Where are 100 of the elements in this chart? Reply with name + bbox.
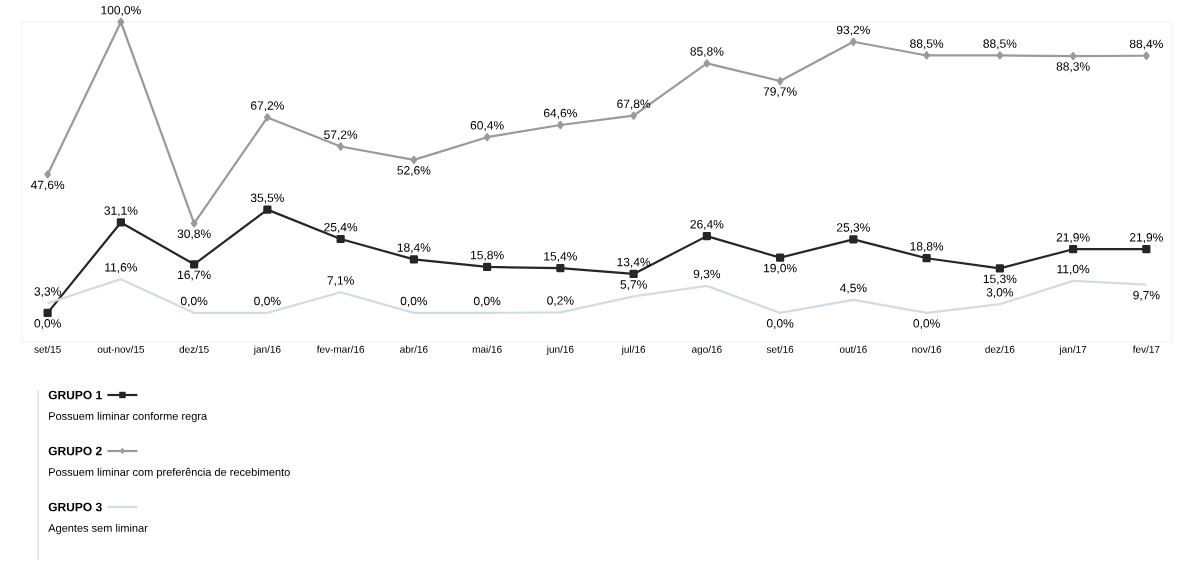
data-label: 11,0%: [1057, 264, 1090, 275]
data-label: 0,0%: [766, 319, 794, 330]
point: [630, 111, 637, 120]
point: [702, 232, 711, 241]
x-tick-label: dez/16: [985, 345, 1015, 353]
point: [336, 234, 345, 244]
data-label: 88,5%: [983, 39, 1017, 50]
data-label: 21,9%: [1056, 233, 1090, 243]
data-label: 30,8%: [177, 229, 211, 240]
x-tick-label: set/15: [34, 345, 61, 353]
point: [1069, 245, 1078, 254]
data-label: 0,0%: [400, 296, 428, 307]
data-label: 3,0%: [986, 288, 1014, 298]
data-label: 9,7%: [1133, 290, 1160, 301]
data-label: 21,9%: [1129, 233, 1163, 243]
data-label: 15,4%: [544, 252, 577, 262]
data-label: 67,2%: [250, 101, 284, 112]
data-label: 5,7%: [620, 280, 647, 291]
data-label: 93,2%: [836, 25, 870, 36]
point: [190, 260, 199, 269]
x-tick-label: out/16: [839, 345, 867, 353]
data-label: 19,0%: [764, 263, 797, 274]
x-tick-label: abr/16: [400, 345, 428, 353]
point: [116, 218, 125, 227]
point: [117, 17, 125, 27]
data-label: 60,4%: [470, 121, 504, 131]
data-label: 25,4%: [324, 222, 358, 233]
data-label: 100,0%: [101, 5, 141, 16]
point: [264, 113, 271, 122]
point: [1142, 245, 1151, 254]
data-label: 0,0%: [254, 296, 281, 307]
data-label: 88,4%: [1129, 39, 1163, 50]
point: [44, 170, 51, 179]
data-label: 25,3%: [836, 223, 870, 234]
point: [776, 76, 784, 86]
point: [556, 264, 565, 273]
text: Possuem liminar conforme regra: [49, 411, 208, 423]
x-tick-label: nov/16: [912, 345, 942, 353]
data-label: 35,5%: [250, 193, 284, 204]
data-label: 4,5%: [839, 283, 867, 294]
point: [483, 262, 492, 272]
x-tick-label: ago/16: [691, 345, 722, 355]
text: Agentes sem liminar: [48, 523, 148, 535]
data-label: 88,3%: [1056, 62, 1090, 73]
data-label: 67,8%: [617, 99, 651, 110]
x-tick-label: jul/16: [621, 345, 646, 355]
point: [995, 264, 1004, 273]
data-label: 26,4%: [690, 220, 724, 230]
point: [337, 142, 344, 151]
point: [776, 253, 785, 262]
point: [922, 254, 931, 263]
point: [263, 205, 272, 214]
point: [190, 219, 198, 228]
x-tick-label: mai/16: [472, 345, 502, 353]
data-label: 18,4%: [397, 243, 431, 254]
point: [483, 133, 491, 142]
data-label: 0,0%: [473, 296, 501, 307]
point: [996, 51, 1004, 60]
x-tick-label: jan/17: [1059, 345, 1087, 355]
data-label: 88,5%: [910, 39, 944, 50]
data-label: 7,1%: [327, 276, 354, 287]
legend-label: GRUPO 3: [48, 502, 102, 512]
point: [849, 235, 858, 244]
data-label: 31,1%: [104, 206, 138, 217]
x-tick-label: dez/15: [179, 345, 209, 353]
data-label: 11,6%: [105, 263, 138, 273]
data-label: 0,2%: [547, 296, 574, 307]
legend-label: GRUPO 2: [48, 446, 102, 456]
data-label: 64,6%: [543, 108, 577, 119]
x-tick-label: jan/16: [253, 345, 281, 355]
point: [43, 308, 52, 318]
point: [1143, 51, 1150, 60]
point: [409, 255, 418, 264]
point: [1069, 51, 1077, 61]
data-label: 3,3%: [34, 287, 61, 298]
data-label: 79,7%: [763, 87, 797, 98]
point: [703, 59, 711, 68]
data-label: 0,0%: [913, 319, 940, 330]
x-tick-label: set/16: [766, 345, 794, 353]
text: Possuem liminar com preferência de recebimento: [49, 467, 290, 479]
legend-label: GRUPO 1: [48, 390, 102, 400]
data-label: 47,6%: [30, 180, 65, 191]
point: [923, 51, 930, 60]
data-label: 0,0%: [34, 319, 61, 330]
point: [629, 269, 638, 279]
data-label: 13,4%: [617, 257, 651, 268]
data-label: 15,8%: [471, 250, 504, 261]
point: [850, 37, 857, 46]
data-label: 15,3%: [983, 274, 1017, 285]
x-tick-label: out-nov/15: [97, 345, 145, 353]
point: [410, 155, 418, 164]
data-label: 85,8%: [690, 47, 724, 58]
data-label: 9,3%: [693, 269, 721, 280]
data-label: 57,2%: [324, 130, 358, 141]
point: [557, 120, 564, 130]
x-tick-label: fev-mar/16: [316, 345, 365, 353]
data-label: 18,8%: [910, 242, 944, 253]
data-label: 52,6%: [397, 166, 431, 176]
x-tick-label: fev/17: [1132, 345, 1160, 353]
data-label: 16,7%: [178, 270, 211, 281]
